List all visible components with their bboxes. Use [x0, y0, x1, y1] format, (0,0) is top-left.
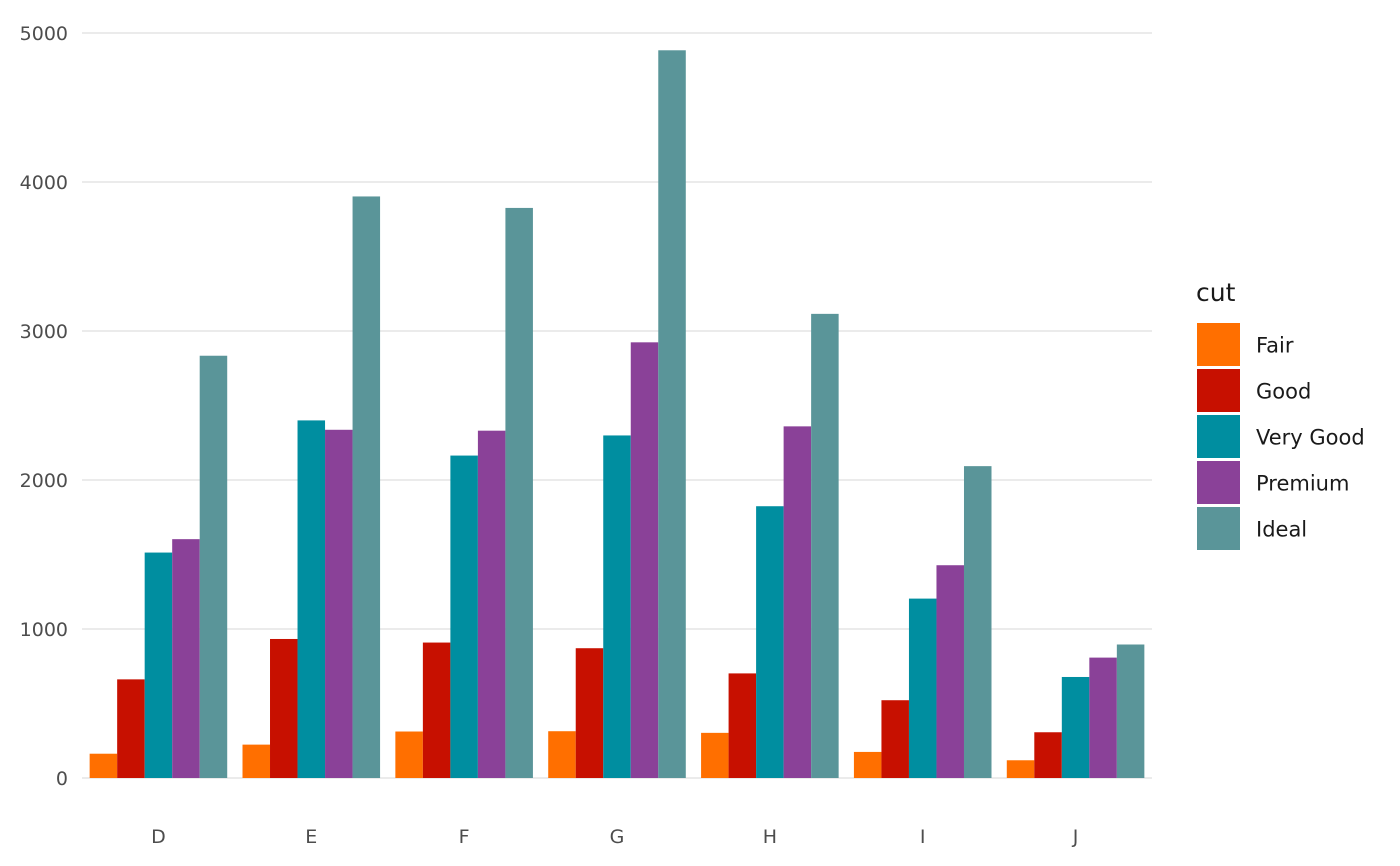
- bar-F-ideal: [505, 207, 533, 778]
- bar-H-fair: [701, 732, 729, 778]
- bar-J-very-good: [1061, 676, 1090, 778]
- legend-key-ideal: [1197, 507, 1240, 550]
- bar-E-ideal: [352, 196, 381, 778]
- bar-G-very-good: [603, 435, 631, 778]
- x-tick-label: H: [763, 826, 777, 848]
- bar-D-ideal: [199, 355, 228, 778]
- bar-F-very-good: [450, 455, 478, 778]
- y-tick-label: 4000: [20, 172, 68, 194]
- bar-E-good: [270, 638, 298, 778]
- bar-E-fair: [242, 744, 271, 778]
- legend-title: cut: [1196, 278, 1236, 307]
- legend-label: Fair: [1256, 334, 1294, 358]
- legend-label: Premium: [1256, 472, 1349, 496]
- x-tick-label: G: [610, 826, 625, 848]
- x-tick-label: I: [920, 826, 926, 848]
- bar-I-fair: [853, 751, 882, 778]
- bar-D-good: [117, 679, 145, 778]
- legend-key-good: [1197, 369, 1240, 412]
- y-axis-tick-labels: 0 1000 2000 3000 4000 5000: [20, 23, 68, 790]
- y-tick-label: 1000: [20, 619, 68, 641]
- legend-label: Good: [1256, 380, 1311, 404]
- bar-H-very-good: [756, 506, 784, 778]
- bar-I-good: [881, 700, 909, 778]
- bar-F-fair: [395, 731, 423, 778]
- bar-G-fair: [548, 731, 576, 778]
- x-tick-label: J: [1072, 826, 1079, 848]
- y-tick-label: 2000: [20, 470, 68, 492]
- bar-G-good: [575, 648, 604, 778]
- bars: [89, 50, 1145, 779]
- bar-H-good: [728, 673, 757, 778]
- legend: cut Fair Good Very Good Premium Ideal: [1196, 278, 1365, 550]
- legend-key-fair: [1197, 323, 1240, 366]
- x-tick-label: D: [151, 826, 166, 848]
- bar-H-ideal: [811, 313, 839, 778]
- bar-E-premium: [325, 429, 353, 778]
- bar-D-fair: [89, 753, 118, 778]
- bar-H-premium: [783, 426, 812, 778]
- bar-J-premium: [1089, 657, 1117, 778]
- bar-G-ideal: [658, 50, 686, 779]
- legend-key-premium: [1197, 461, 1240, 504]
- bar-D-premium: [172, 539, 200, 778]
- y-tick-label: 5000: [20, 23, 68, 45]
- bar-E-very-good: [297, 420, 326, 778]
- y-tick-label: 0: [56, 768, 68, 790]
- x-tick-label: F: [459, 826, 470, 848]
- x-tick-label: E: [305, 826, 317, 848]
- x-axis-tick-labels: D E F G H I J: [151, 826, 1078, 848]
- bar-G-premium: [630, 342, 659, 778]
- legend-key-very-good: [1197, 415, 1240, 458]
- bar-J-fair: [1006, 760, 1035, 778]
- bar-D-very-good: [144, 552, 173, 778]
- bar-I-very-good: [908, 598, 937, 778]
- legend-label: Ideal: [1256, 518, 1307, 542]
- y-tick-label: 3000: [20, 321, 68, 343]
- bar-F-premium: [477, 430, 506, 778]
- bar-I-premium: [936, 565, 964, 778]
- bar-I-ideal: [963, 466, 992, 778]
- legend-label: Very Good: [1256, 426, 1365, 450]
- bar-F-good: [422, 642, 451, 778]
- bar-J-good: [1034, 732, 1062, 778]
- bar-J-ideal: [1116, 644, 1145, 778]
